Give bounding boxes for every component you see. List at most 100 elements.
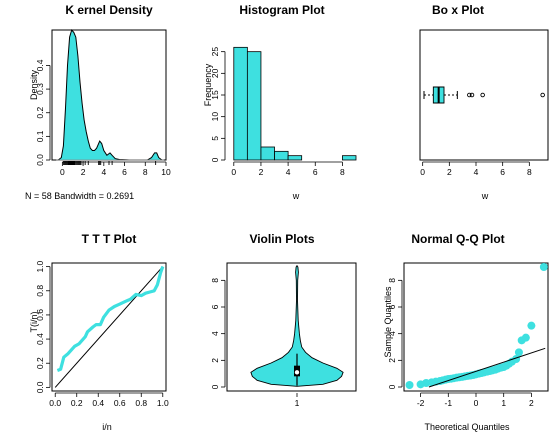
violin-y-tick-label-1: 2: [210, 358, 220, 363]
histogram-bar-3: [274, 150, 289, 161]
qq-x-tick-label-3: 1: [501, 398, 506, 408]
ttt-y-tick-label-5: 1.0: [35, 260, 45, 272]
ttt-y-tick-label-0: 0.0: [35, 381, 45, 393]
histogram-y-tick-label-4: 20: [210, 68, 220, 78]
ttt-x-tick-label-3: 0.6: [114, 398, 126, 408]
qq-y-tick-label-1: 2: [387, 358, 397, 363]
boxplot-panel: 0 2 4 6 8: [419, 29, 549, 177]
ttt-x-tick-label-2: 0.4: [92, 398, 104, 408]
qq-point-37: [539, 263, 548, 271]
panel-title-boxplot: Bo x Plot: [432, 3, 484, 17]
kernel-x-tick-label-4: 8: [143, 167, 148, 177]
violin-y-tick-label-2: 4: [210, 331, 220, 336]
kernel-note: N = 58 Bandwidth = 0.2691: [25, 191, 134, 201]
violin-panel: 0 2 4 6 8 1: [210, 262, 357, 408]
kernel-y-tick-label-3: 0.3: [35, 83, 45, 95]
qq-y-tick-label-0: 0: [387, 384, 397, 389]
histogram-bar-4: [287, 155, 303, 161]
qq-point-35: [521, 333, 530, 342]
qq-x-tick-label-1: -1: [445, 398, 453, 408]
kernel-x-tick-label-2: 4: [101, 167, 106, 177]
boxplot-x-tick-label-3: 6: [500, 167, 505, 177]
kernel-x-tick-label-5: 10: [161, 167, 171, 177]
qq-panel: -2 -1 0 1 2 0 2 4 6 8: [387, 262, 549, 408]
kernel-density-panel: 0 2 4 6 8 10 0.0 0.1 0.2 0.3 0.4: [35, 28, 171, 177]
histogram-y-tick-label-3: 15: [210, 90, 220, 100]
qq-ylabel: Sample Quantiles: [383, 286, 393, 358]
boxplot-x-tick-label-0: 0: [420, 167, 425, 177]
boxplot-outlier-1: [469, 92, 475, 98]
violin-x-tick-label-0: 1: [295, 398, 300, 408]
qq-x-tick-label-2: 0: [474, 398, 479, 408]
kernel-y-tick-label-4: 0.4: [35, 59, 45, 71]
ttt-curve: [56, 266, 165, 372]
histogram-bar-1: [246, 51, 262, 161]
violin-y-tick-label-3: 6: [210, 304, 220, 309]
boxplot-outlier-2: [480, 92, 485, 98]
kernel-y-tick-label-2: 0.2: [35, 107, 45, 119]
histogram-y-tick-label-2: 10: [210, 112, 220, 122]
qq-x-tick-label-4: 2: [529, 398, 534, 408]
boxplot-x-tick-label-4: 8: [527, 167, 532, 177]
kernel-ylabel: Density: [29, 69, 39, 100]
panel-title-violin: Violin Plots: [249, 232, 314, 246]
boxplot-x-tick-label-2: 4: [474, 167, 479, 177]
ttt-ylabel: T(i/n): [29, 312, 39, 333]
qq-y-tick-label-4: 8: [387, 278, 397, 283]
ttt-y-tick-label-2: 0.4: [35, 333, 45, 345]
boxplot-outlier-0: [467, 92, 472, 98]
histogram-xlabel: w: [292, 191, 300, 201]
histogram-bar-0: [233, 46, 248, 161]
histogram-x-tick-label-4: 8: [340, 167, 345, 177]
panel-title-ttt: T T T Plot: [82, 232, 137, 246]
qq-y-tick-label-3: 6: [387, 304, 397, 309]
ttt-plot-frame: [51, 262, 167, 392]
panel-title-qq: Normal Q-Q Plot: [411, 232, 504, 246]
panel-title-kernel: K ernel Density: [65, 3, 153, 17]
qq-y-tick-label-2: 4: [387, 331, 397, 336]
violin-y-tick-label-0: 0: [210, 384, 220, 389]
histogram-bar-2: [260, 146, 275, 161]
violin-shape: [250, 264, 344, 387]
histogram-panel: 0 2 4 6 8 0 5 10 15 20 25: [210, 46, 357, 177]
kernel-density-area: [58, 30, 162, 160]
ttt-x-tick-label-5: 1.0: [157, 398, 169, 408]
ttt-x-tick-label-1: 0.2: [71, 398, 83, 408]
qq-x-tick-label-0: -2: [417, 398, 425, 408]
ttt-xlabel: i/n: [102, 422, 112, 432]
qq-xlabel: Theoretical Quantiles: [424, 422, 510, 432]
boxplot-x-tick-label-1: 2: [447, 167, 452, 177]
qq-reference-line: [428, 347, 546, 388]
histogram-x-tick-label-0: 0: [231, 167, 236, 177]
qq-plot-frame: [403, 262, 549, 392]
histogram-y-tick-label-1: 5: [210, 136, 220, 141]
ttt-y-tick-label-4: 0.8: [35, 285, 45, 297]
qq-point-36: [527, 321, 536, 330]
kernel-x-tick-label-1: 2: [81, 167, 86, 177]
panel-title-histogram: Histogram Plot: [239, 3, 324, 17]
histogram-x-tick-label-3: 6: [313, 167, 318, 177]
violin-plot-frame: [226, 262, 357, 392]
kernel-x-tick-label-3: 6: [122, 167, 127, 177]
qq-point-33: [514, 348, 523, 357]
histogram-ylabel: Frequency: [203, 63, 213, 106]
qq-point-0: [405, 381, 414, 389]
histogram-x-tick-label-2: 4: [286, 167, 291, 177]
ttt-reference-line: [54, 266, 164, 388]
kernel-y-tick-label-1: 0.1: [35, 130, 45, 142]
histogram-x-tick-label-1: 2: [259, 167, 264, 177]
ttt-x-tick-label-0: 0.0: [49, 398, 61, 408]
ttt-y-tick-label-1: 0.2: [35, 357, 45, 369]
boxplot-xlabel: w: [481, 191, 489, 201]
violin-y-tick-label-4: 8: [210, 278, 220, 283]
boxplot-frame: [419, 29, 549, 161]
ttt-x-tick-label-4: 0.8: [135, 398, 147, 408]
histogram-y-tick-label-5: 25: [210, 47, 220, 57]
ttt-panel: 0.0 0.2 0.4 0.6 0.8 1.0 0.0 0.2 0.4 0.6 0.8 1.0: [35, 260, 169, 408]
violin-median-dot: [294, 370, 300, 375]
kernel-y-tick-label-0: 0.0: [35, 154, 45, 166]
boxplot-outlier-3: [540, 92, 545, 98]
kernel-x-tick-label-0: 0: [60, 167, 65, 177]
histogram-y-tick-label-0: 0: [210, 157, 220, 162]
